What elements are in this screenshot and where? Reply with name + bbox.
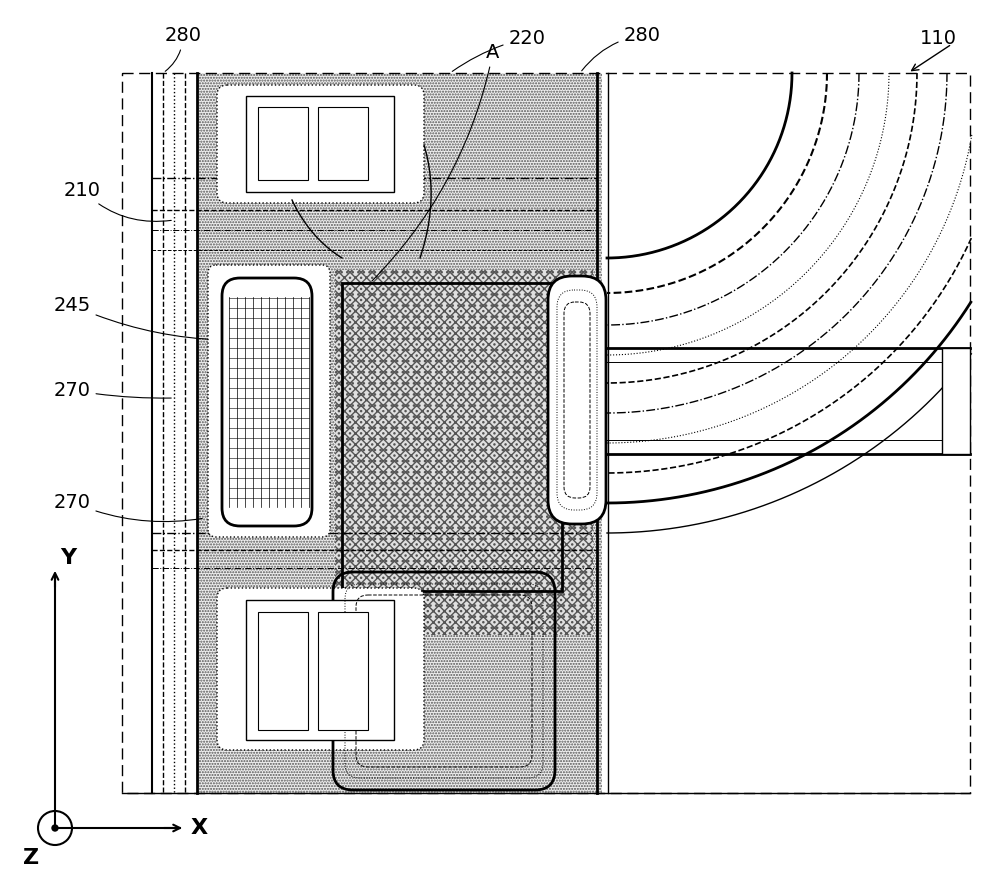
Bar <box>335 270 593 635</box>
Text: 245: 245 <box>53 295 220 340</box>
Circle shape <box>52 825 58 831</box>
FancyBboxPatch shape <box>222 278 312 526</box>
Text: 280: 280 <box>165 26 202 71</box>
Bar <box>197 73 602 793</box>
Text: Y: Y <box>60 548 76 568</box>
FancyBboxPatch shape <box>217 588 424 750</box>
Bar <box>342 283 562 591</box>
FancyBboxPatch shape <box>217 85 424 203</box>
Bar <box>258 107 308 180</box>
Bar <box>258 612 308 730</box>
Text: 270: 270 <box>54 493 202 522</box>
Bar <box>942 348 970 454</box>
FancyBboxPatch shape <box>208 265 330 537</box>
Bar <box>246 96 394 192</box>
Bar <box>122 73 970 793</box>
Bar <box>318 612 368 730</box>
Text: 210: 210 <box>64 180 171 221</box>
Text: X: X <box>191 818 208 838</box>
Bar <box>246 600 394 740</box>
Text: 280: 280 <box>582 26 660 71</box>
Bar <box>318 107 368 180</box>
FancyBboxPatch shape <box>548 276 606 524</box>
Text: A: A <box>372 43 500 281</box>
Text: 220: 220 <box>452 28 546 71</box>
Text: 270: 270 <box>54 380 171 399</box>
Text: Z: Z <box>23 848 39 868</box>
Text: 110: 110 <box>920 28 957 47</box>
